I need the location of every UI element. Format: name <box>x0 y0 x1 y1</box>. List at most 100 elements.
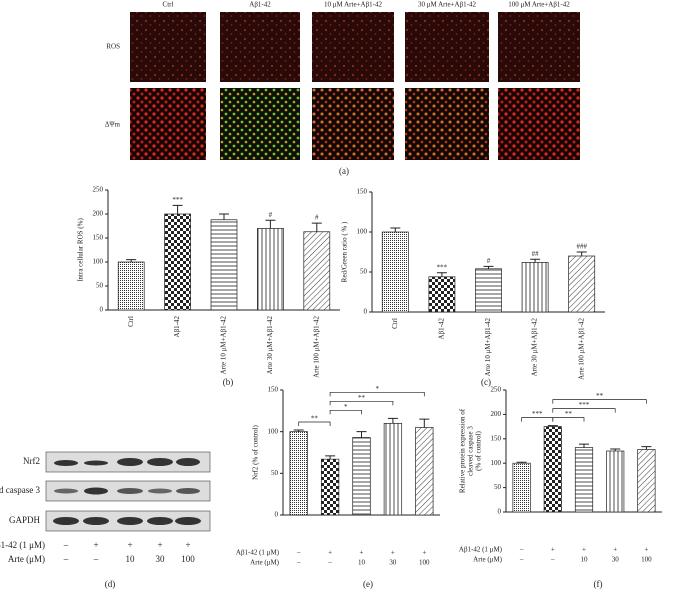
error-bar <box>219 213 229 220</box>
significance: ** <box>358 394 366 402</box>
column-title: 30 μM Arte+Aβ1-42 <box>418 1 476 9</box>
y-tick-label: 50 <box>96 282 104 290</box>
significance: ** <box>311 415 319 423</box>
blot-label: Cleaved caspase 3 <box>0 485 40 495</box>
y-tick-label: 0 <box>498 508 502 516</box>
bar <box>303 231 331 311</box>
error-bar <box>356 431 367 438</box>
row-value: 30 <box>156 554 166 564</box>
bar <box>568 255 596 313</box>
x-tick-label: Ctrl <box>127 316 135 327</box>
y-tick-label: 100 <box>491 459 502 467</box>
significance: *** <box>579 401 590 409</box>
row-value: + <box>582 546 586 554</box>
bar <box>415 427 434 516</box>
y-tick-label: 50 <box>360 268 368 276</box>
y-axis-label: cleaved caspase 3 <box>467 426 475 476</box>
panel-label: (a) <box>339 166 349 176</box>
y-tick-label: 250 <box>491 386 502 394</box>
row-value: – <box>63 554 69 564</box>
error-bar <box>641 446 652 450</box>
significance: ## <box>532 250 540 258</box>
error-bar <box>390 227 401 232</box>
row-label: Arte (μM) <box>250 559 279 567</box>
bar <box>352 437 371 516</box>
significance: *** <box>172 196 183 204</box>
row-label: Aβ1-42 (1 μM) <box>236 549 280 557</box>
bar <box>257 228 284 311</box>
y-tick-label: 50 <box>271 469 279 477</box>
row-value: + <box>613 546 617 554</box>
significance: * <box>344 403 348 411</box>
error-bar <box>436 272 447 277</box>
chart: 0 50 100 150 200 250 Intra cellular ROS (%) Ctr… <box>77 186 340 387</box>
y-tick-label: 100 <box>357 228 368 236</box>
row-value: 100 <box>419 559 430 567</box>
row-value: 30 <box>389 559 397 567</box>
bracket <box>329 391 425 397</box>
y-tick-label: 200 <box>93 210 104 218</box>
x-tick-label: Arte 100 μM+Aβ1-42 <box>312 316 320 378</box>
bar <box>543 426 562 513</box>
row-value: 100 <box>181 554 195 564</box>
column-title: Aβ1-42 <box>249 1 271 9</box>
y-tick-label: 100 <box>268 427 279 435</box>
y-tick-label: 150 <box>268 386 279 394</box>
row-value: + <box>422 549 426 557</box>
x-tick-label: Arte 100 μM+Aβ1-42 <box>577 318 585 380</box>
y-tick-label: 50 <box>494 483 502 491</box>
error-bar <box>516 461 527 464</box>
row-value: + <box>328 549 332 557</box>
significance: # <box>315 214 319 222</box>
error-bar <box>172 204 183 214</box>
bar <box>512 462 531 513</box>
bar <box>475 268 502 313</box>
bracket <box>329 409 362 415</box>
y-axis-label: Nrf2 (% of control) <box>252 425 260 480</box>
y-tick-label: 100 <box>93 258 104 266</box>
significance: ** <box>565 410 573 418</box>
y-axis-label: Red/Green ratio ( % ) <box>341 221 349 282</box>
x-tick-label: Ctrl <box>391 318 399 329</box>
row-value: – <box>550 556 555 564</box>
row-value: – <box>93 554 99 564</box>
chart: 0 50 100 150 Red/Green ratio ( % ) Ctrl *** Aβ1… <box>341 188 605 387</box>
row-value: 30 <box>612 556 620 564</box>
y-tick-label: 150 <box>93 234 104 242</box>
error-bar <box>387 417 398 424</box>
y-tick-label: 150 <box>357 188 368 196</box>
error-bar <box>530 258 541 263</box>
row-value: + <box>185 540 190 550</box>
bar <box>381 231 409 313</box>
bracket <box>329 400 394 406</box>
error-bar <box>610 448 621 451</box>
bar <box>164 213 191 311</box>
y-axis-label: (% of control) <box>475 431 483 471</box>
row-value: 10 <box>126 554 136 564</box>
western-blot <box>45 451 211 532</box>
row-label: ROS <box>106 43 120 51</box>
significance: * <box>375 385 379 393</box>
bar <box>574 447 594 513</box>
bracket <box>552 417 585 422</box>
bracket <box>552 408 616 413</box>
column-title: 100 μM Arte+Aβ1-42 <box>508 1 570 9</box>
row-value: – <box>519 546 524 554</box>
bar <box>637 449 656 513</box>
error-bar <box>293 429 304 432</box>
row-value: – <box>63 540 69 550</box>
x-tick-label: Aβ1-42 <box>438 318 446 340</box>
bar <box>289 431 308 516</box>
x-tick-label: Arte 10 μM+Aβ1-42 <box>220 316 228 375</box>
row-label: Aβ1-42 (1 μM) <box>459 546 503 554</box>
significance: *** <box>532 410 543 418</box>
x-tick-label: Arte 30 μM+Aβ1-42 <box>531 318 539 377</box>
y-tick-label: 0 <box>275 511 279 519</box>
row-value: 10 <box>581 556 589 564</box>
error-bar <box>579 443 589 448</box>
error-bar <box>547 425 558 427</box>
x-tick-label: Arte 10 μM+Aβ1-42 <box>484 318 492 377</box>
panel-label: (f) <box>594 579 603 589</box>
bar <box>117 261 145 311</box>
